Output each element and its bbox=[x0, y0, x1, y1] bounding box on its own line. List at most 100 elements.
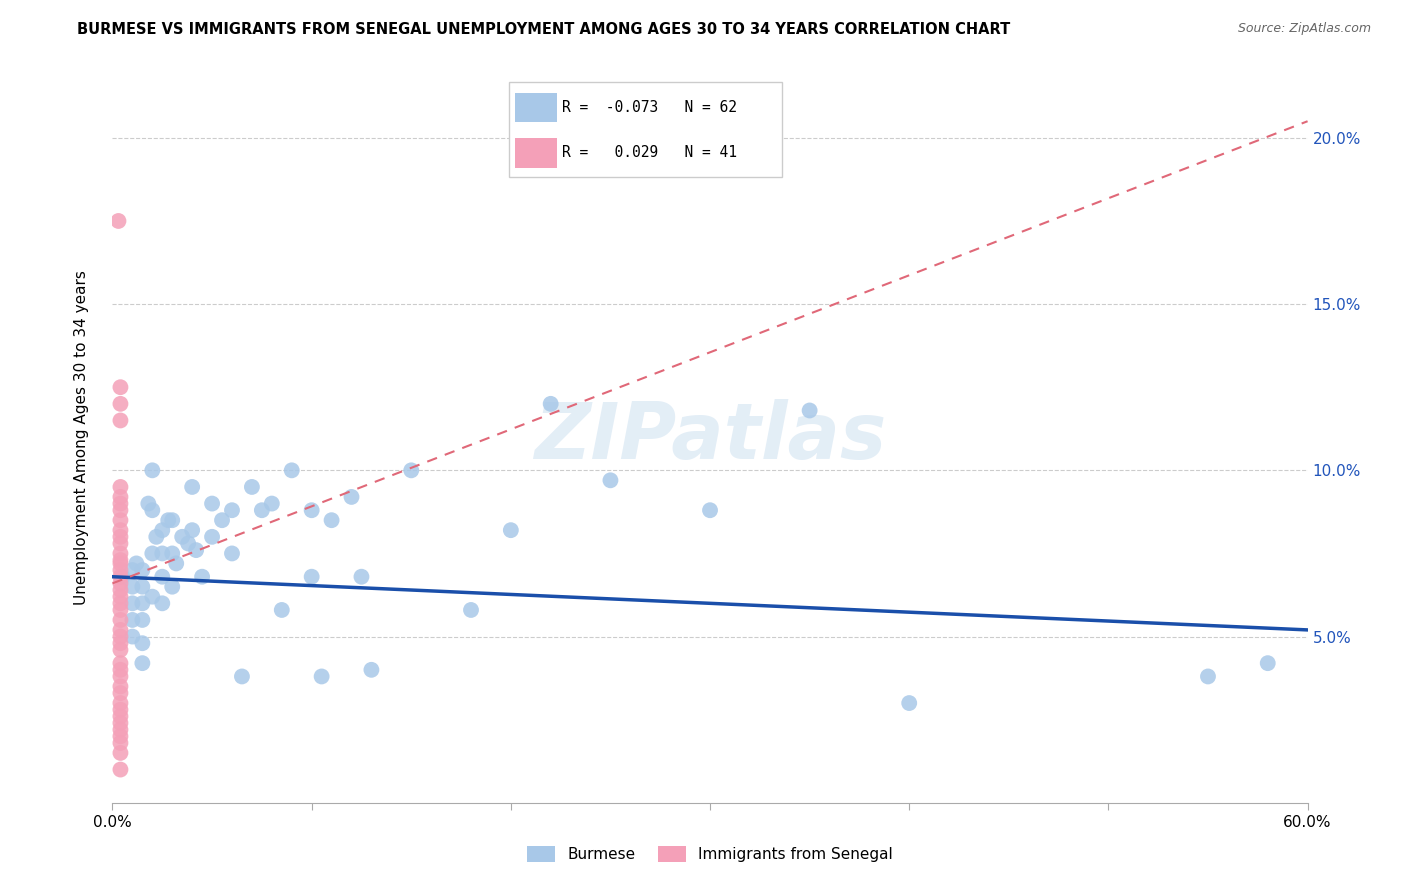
Point bbox=[401, 463, 423, 477]
Point bbox=[107, 214, 129, 228]
Point bbox=[250, 503, 273, 517]
Point bbox=[1257, 656, 1279, 670]
FancyBboxPatch shape bbox=[515, 93, 557, 122]
Point bbox=[131, 596, 153, 610]
Point bbox=[110, 570, 132, 584]
Point bbox=[460, 603, 482, 617]
FancyBboxPatch shape bbox=[515, 138, 557, 168]
Point bbox=[599, 473, 621, 487]
Point bbox=[110, 709, 132, 723]
Point bbox=[138, 497, 160, 511]
Point bbox=[110, 546, 132, 560]
FancyBboxPatch shape bbox=[509, 82, 782, 178]
Point bbox=[110, 380, 132, 394]
Point bbox=[110, 703, 132, 717]
Point bbox=[121, 596, 143, 610]
Point bbox=[110, 680, 132, 694]
Point bbox=[177, 536, 200, 550]
Point bbox=[141, 463, 163, 477]
Point bbox=[110, 557, 132, 571]
Point bbox=[131, 636, 153, 650]
Point bbox=[150, 570, 173, 584]
Point bbox=[321, 513, 343, 527]
Point bbox=[110, 656, 132, 670]
Point bbox=[181, 523, 204, 537]
Point bbox=[110, 669, 132, 683]
Point bbox=[311, 669, 333, 683]
Point bbox=[699, 503, 721, 517]
Point bbox=[110, 553, 132, 567]
Point bbox=[121, 613, 143, 627]
Point bbox=[231, 669, 253, 683]
Point bbox=[121, 580, 143, 594]
Point bbox=[157, 513, 180, 527]
Point bbox=[110, 490, 132, 504]
Point bbox=[150, 523, 173, 537]
Legend: Burmese, Immigrants from Senegal: Burmese, Immigrants from Senegal bbox=[522, 840, 898, 868]
Y-axis label: Unemployment Among Ages 30 to 34 years: Unemployment Among Ages 30 to 34 years bbox=[75, 269, 89, 605]
Point bbox=[186, 543, 208, 558]
Point bbox=[110, 716, 132, 731]
Point bbox=[110, 613, 132, 627]
Point bbox=[110, 630, 132, 644]
Point bbox=[799, 403, 821, 417]
Point bbox=[221, 546, 243, 560]
Point bbox=[110, 530, 132, 544]
Point bbox=[110, 636, 132, 650]
Point bbox=[121, 630, 143, 644]
Point bbox=[270, 603, 292, 617]
Text: R =   0.029   N = 41: R = 0.029 N = 41 bbox=[562, 145, 737, 161]
Point bbox=[162, 546, 183, 560]
Text: ZIPatlas: ZIPatlas bbox=[534, 399, 886, 475]
Point bbox=[110, 480, 132, 494]
Point bbox=[499, 523, 522, 537]
Point bbox=[110, 497, 132, 511]
Point bbox=[301, 570, 323, 584]
Point bbox=[110, 576, 132, 591]
Point bbox=[131, 580, 153, 594]
Point bbox=[110, 686, 132, 700]
Point bbox=[201, 497, 224, 511]
Point bbox=[131, 563, 153, 577]
Point bbox=[110, 513, 132, 527]
Point bbox=[360, 663, 382, 677]
Point bbox=[110, 746, 132, 760]
Point bbox=[110, 729, 132, 743]
Point bbox=[110, 723, 132, 737]
Point bbox=[898, 696, 921, 710]
Point bbox=[110, 596, 132, 610]
Text: Source: ZipAtlas.com: Source: ZipAtlas.com bbox=[1237, 22, 1371, 36]
Point bbox=[301, 503, 323, 517]
Point bbox=[191, 570, 214, 584]
Point bbox=[121, 563, 143, 577]
Point bbox=[131, 656, 153, 670]
Point bbox=[110, 590, 132, 604]
Point bbox=[110, 582, 132, 597]
Point bbox=[172, 530, 194, 544]
Point bbox=[165, 557, 187, 571]
Text: BURMESE VS IMMIGRANTS FROM SENEGAL UNEMPLOYMENT AMONG AGES 30 TO 34 YEARS CORREL: BURMESE VS IMMIGRANTS FROM SENEGAL UNEMP… bbox=[77, 22, 1011, 37]
Point bbox=[110, 523, 132, 537]
Point bbox=[110, 763, 132, 777]
Point bbox=[1197, 669, 1219, 683]
Point bbox=[110, 503, 132, 517]
Point bbox=[350, 570, 373, 584]
Point bbox=[150, 596, 173, 610]
Point bbox=[110, 623, 132, 637]
Point bbox=[281, 463, 304, 477]
Point bbox=[221, 503, 243, 517]
Point bbox=[141, 546, 163, 560]
Point bbox=[540, 397, 562, 411]
Point bbox=[110, 536, 132, 550]
Point bbox=[110, 563, 132, 577]
Point bbox=[181, 480, 204, 494]
Point bbox=[110, 603, 132, 617]
Point bbox=[145, 530, 167, 544]
Point bbox=[260, 497, 283, 511]
Point bbox=[125, 557, 148, 571]
Point bbox=[340, 490, 363, 504]
Point bbox=[240, 480, 263, 494]
Point bbox=[110, 413, 132, 427]
Text: R =  -0.073   N = 62: R = -0.073 N = 62 bbox=[562, 100, 737, 115]
Point bbox=[150, 546, 173, 560]
